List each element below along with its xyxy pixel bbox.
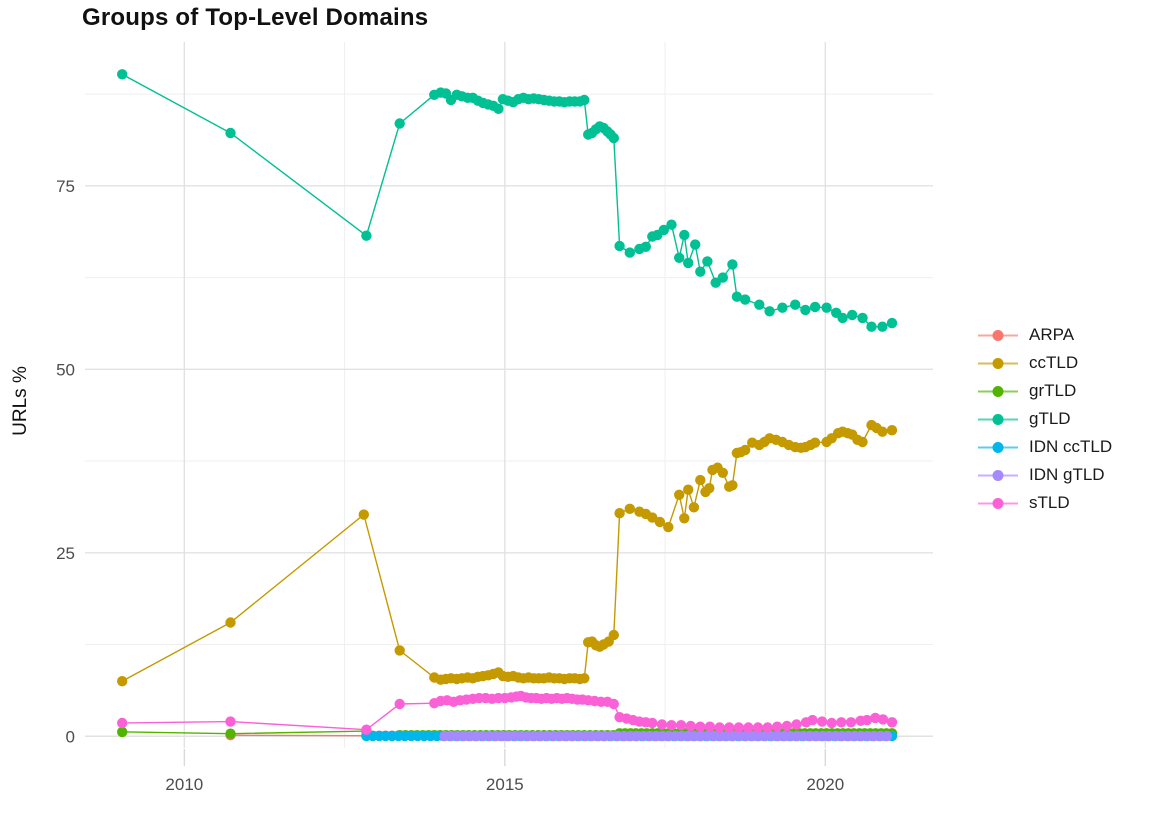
legend-key-icon bbox=[978, 497, 1018, 509]
y-tick-label: 25 bbox=[56, 544, 75, 563]
legend-label: ARPA bbox=[1029, 325, 1075, 344]
legend-item-idn-gtld: IDN gTLD bbox=[978, 461, 1112, 489]
legend-key-icon bbox=[978, 469, 1018, 481]
legend: ARPA ccTLD grTLD gTLD IDN ccTLD IDN gTLD sTLD bbox=[978, 321, 1112, 517]
legend-label: gTLD bbox=[1029, 409, 1071, 428]
legend-label: IDN gTLD bbox=[1029, 465, 1105, 484]
series-stld bbox=[117, 690, 898, 735]
legend-key-icon bbox=[978, 441, 1018, 453]
x-tick-label: 2015 bbox=[486, 775, 524, 794]
legend-key-icon bbox=[978, 385, 1018, 397]
legend-item-gtld: gTLD bbox=[978, 405, 1112, 433]
legend-item-grtld: grTLD bbox=[978, 377, 1112, 405]
series-gtld bbox=[117, 69, 898, 332]
chart-title: Groups of Top-Level Domains bbox=[82, 4, 429, 31]
legend-label: sTLD bbox=[1029, 493, 1070, 512]
gridlines-minor bbox=[85, 42, 933, 748]
legend-label: ccTLD bbox=[1029, 353, 1079, 372]
y-axis-label: URLs % bbox=[10, 366, 31, 436]
legend-key-icon bbox=[978, 413, 1018, 425]
legend-item-idn-cctld: IDN ccTLD bbox=[978, 433, 1112, 461]
legend-key-icon bbox=[978, 357, 1018, 369]
legend-item-arpa: ARPA bbox=[978, 321, 1112, 349]
series-cctld bbox=[117, 419, 898, 687]
legend-item-cctld: ccTLD bbox=[978, 349, 1112, 377]
axis-ticks bbox=[183, 749, 827, 766]
x-tick-label: 2020 bbox=[806, 775, 844, 794]
legend-key-icon bbox=[978, 329, 1018, 341]
y-tick-label: 0 bbox=[66, 727, 75, 746]
gridlines-major bbox=[85, 42, 933, 748]
legend-label: IDN ccTLD bbox=[1029, 437, 1113, 456]
y-tick-label: 75 bbox=[56, 177, 75, 196]
series-idn-gtld bbox=[439, 730, 893, 742]
y-tick-label: 50 bbox=[56, 360, 75, 379]
x-tick-label: 2010 bbox=[165, 775, 203, 794]
legend-label: grTLD bbox=[1029, 381, 1077, 400]
legend-item-stld: sTLD bbox=[978, 489, 1112, 517]
y-tick-labels: 0 25 50 75 bbox=[56, 177, 75, 746]
x-tick-labels: 2010 2015 2020 bbox=[165, 775, 844, 794]
